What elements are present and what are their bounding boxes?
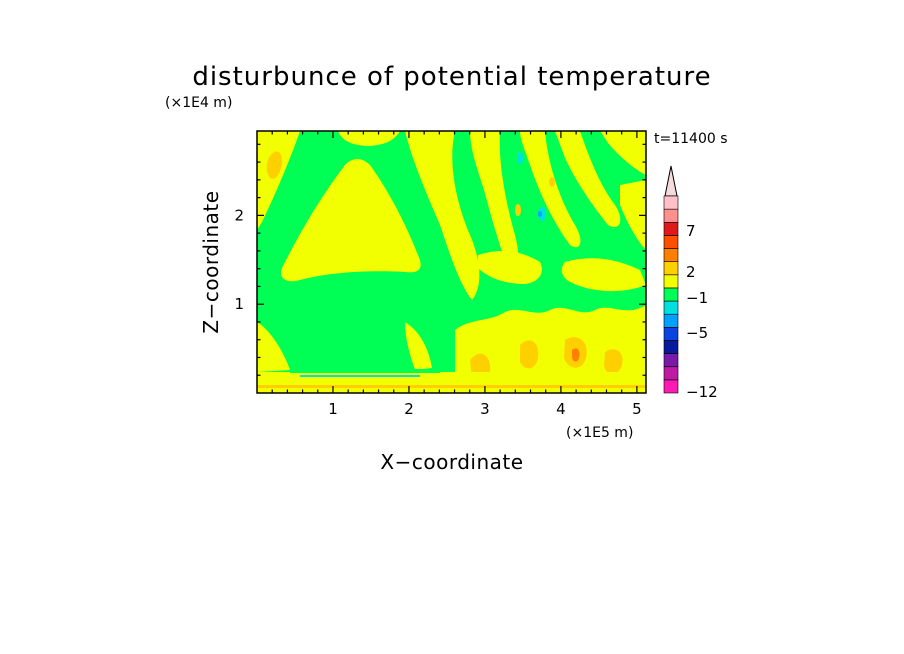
- colorbar-box: [663, 300, 679, 315]
- colorbar-box: [663, 366, 679, 381]
- colorbar-box: [663, 261, 679, 276]
- colorbar-box: [663, 195, 679, 210]
- field-region-lower-right-orange-2: [520, 340, 539, 369]
- field-spot-cyan-1: [517, 152, 523, 164]
- colorbar-box: [663, 327, 679, 341]
- colorbar-box: [663, 340, 679, 354]
- y-axis-title: Z−coordinate: [199, 190, 223, 333]
- field-region-bottom-band-orange: [257, 385, 646, 388]
- colorbar-box: [663, 313, 679, 328]
- colorbar: 7 2 −1 −5 −12: [663, 165, 718, 401]
- field-spot-orange-2: [549, 177, 555, 187]
- field-region-dome: [280, 159, 421, 282]
- colorbar-box: [663, 248, 679, 262]
- colorbar-boxes: [663, 195, 679, 394]
- field-region-left-spot: [266, 151, 283, 179]
- colorbar-label-7: 7: [686, 222, 696, 240]
- field-region-right-streak-1: [470, 131, 519, 278]
- field-region-bottom-band-cyan: [300, 375, 420, 377]
- y-tick-label-1: 1: [234, 295, 244, 313]
- field-region-center-ribbon: [405, 131, 480, 300]
- field-region-right-mid: [478, 250, 542, 284]
- colorbar-label-neg5: −5: [686, 324, 708, 342]
- field-region-lower-right-red: [572, 348, 580, 362]
- colorbar-box: [663, 353, 679, 368]
- field-spot-cyan-3: [538, 211, 542, 217]
- field-region-right-streak-4: [600, 131, 646, 175]
- x-axis-title: X−coordinate: [380, 450, 523, 474]
- x-unit-label: (×1E5 m): [566, 425, 633, 441]
- y-unit-label: (×1E4 m): [165, 95, 232, 111]
- field-region-lower-left: [257, 322, 290, 372]
- x-tick-label-1: 1: [328, 400, 338, 418]
- field-region-right-mid-2: [561, 258, 646, 292]
- field-region-lower-right-orange-4: [604, 349, 623, 375]
- colorbar-box: [663, 274, 679, 289]
- field-region-right-streak-5: [620, 180, 646, 250]
- y-tick-label-2: 2: [234, 206, 244, 224]
- axis-ticks: [257, 131, 646, 393]
- colorbar-label-neg12: −12: [686, 383, 718, 401]
- plot-frame: [256, 130, 647, 394]
- x-tick-label-2: 2: [404, 400, 414, 418]
- colorbar-box: [663, 235, 679, 249]
- plot-field: [257, 131, 646, 393]
- field-region-right-streak-3: [555, 131, 621, 228]
- field-region-upper-strip: [338, 131, 400, 146]
- field-region-right-streak-2: [520, 131, 581, 248]
- colorbar-box: [663, 287, 679, 302]
- x-tick-label-4: 4: [556, 400, 566, 418]
- colorbar-label-2: 2: [686, 263, 696, 281]
- field-region-upper-left: [257, 131, 300, 230]
- field-region-bottom-band-green: [290, 369, 440, 373]
- colorbar-arrow: [664, 165, 678, 197]
- x-tick-label-3: 3: [480, 400, 490, 418]
- field-region-lower-center: [405, 322, 432, 370]
- colorbar-box: [663, 221, 679, 236]
- x-tick-labels: 1 2 3 4 5: [328, 400, 641, 418]
- colorbar-labels: 7 2 −1 −5 −12: [686, 222, 718, 401]
- time-label: t=11400 s: [654, 131, 728, 147]
- colorbar-label-neg1: −1: [686, 289, 708, 307]
- field-spot-orange-1: [515, 204, 521, 216]
- colorbar-box: [663, 208, 679, 223]
- field-region-lower-right: [455, 305, 646, 393]
- x-tick-label-5: 5: [632, 400, 642, 418]
- chart-title: disturbunce of potential temperature: [192, 62, 711, 92]
- colorbar-box: [663, 379, 679, 394]
- y-tick-labels: 1 2: [234, 206, 244, 313]
